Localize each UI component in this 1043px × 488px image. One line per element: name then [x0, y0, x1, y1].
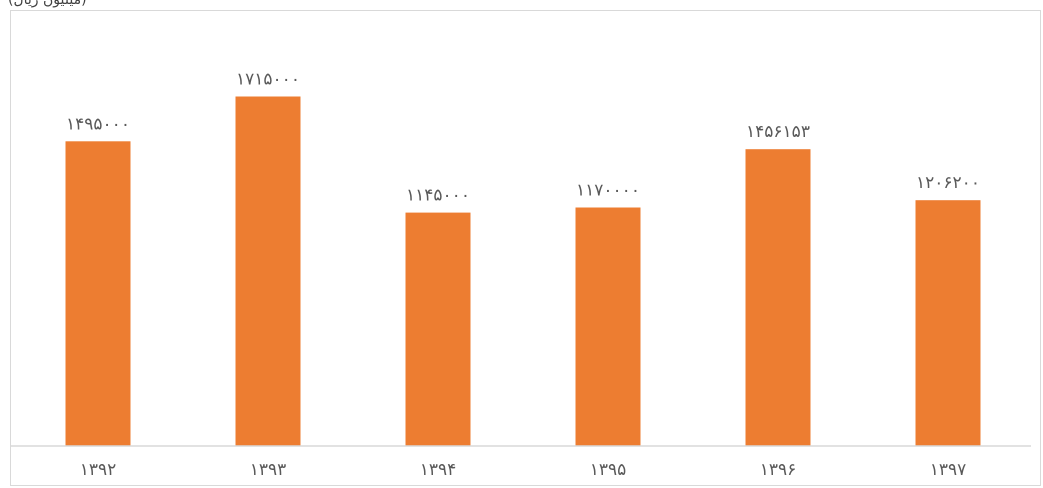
bar-6 — [915, 200, 981, 446]
bar-5 — [745, 149, 811, 446]
bar-2 — [235, 96, 301, 446]
chart-area: ۱۴۹۵۰۰۰ ۱۷۱۵۰۰۰ ۱۱۴۵۰۰۰ ۱۱۷۰۰۰۰ ۱۴۵۶۱۵۳ ۱۲۰۶۲… — [10, 10, 1041, 486]
category-label-4: ۱۳۹۵ — [590, 460, 627, 480]
bar-chart: ۱۴۹۵۰۰۰ ۱۷۱۵۰۰۰ ۱۱۴۵۰۰۰ ۱۱۷۰۰۰۰ ۱۴۵۶۱۵۳ ۱۲۰۶۲… — [11, 70, 1031, 480]
bar-1 — [65, 141, 131, 447]
category-label-6: ۱۳۹۷ — [930, 460, 967, 480]
bar-3 — [405, 212, 471, 446]
category-label-2: ۱۳۹۳ — [250, 460, 287, 480]
bar-4 — [575, 207, 641, 446]
value-label-1: ۱۴۹۵۰۰۰ — [66, 114, 130, 134]
category-label-5: ۱۳۹۶ — [760, 460, 797, 480]
unit-label: (میلیون ریال) — [8, 0, 87, 8]
value-label-6: ۱۲۰۶۲۰۰ — [916, 173, 980, 193]
category-label-3: ۱۳۹۴ — [420, 460, 457, 480]
value-label-5: ۱۴۵۶۱۵۳ — [746, 122, 810, 142]
category-label-1: ۱۳۹۲ — [80, 460, 117, 480]
value-label-3: ۱۱۴۵۰۰۰ — [406, 186, 470, 206]
value-label-2: ۱۷۱۵۰۰۰ — [236, 70, 300, 90]
value-label-4: ۱۱۷۰۰۰۰ — [576, 181, 640, 201]
